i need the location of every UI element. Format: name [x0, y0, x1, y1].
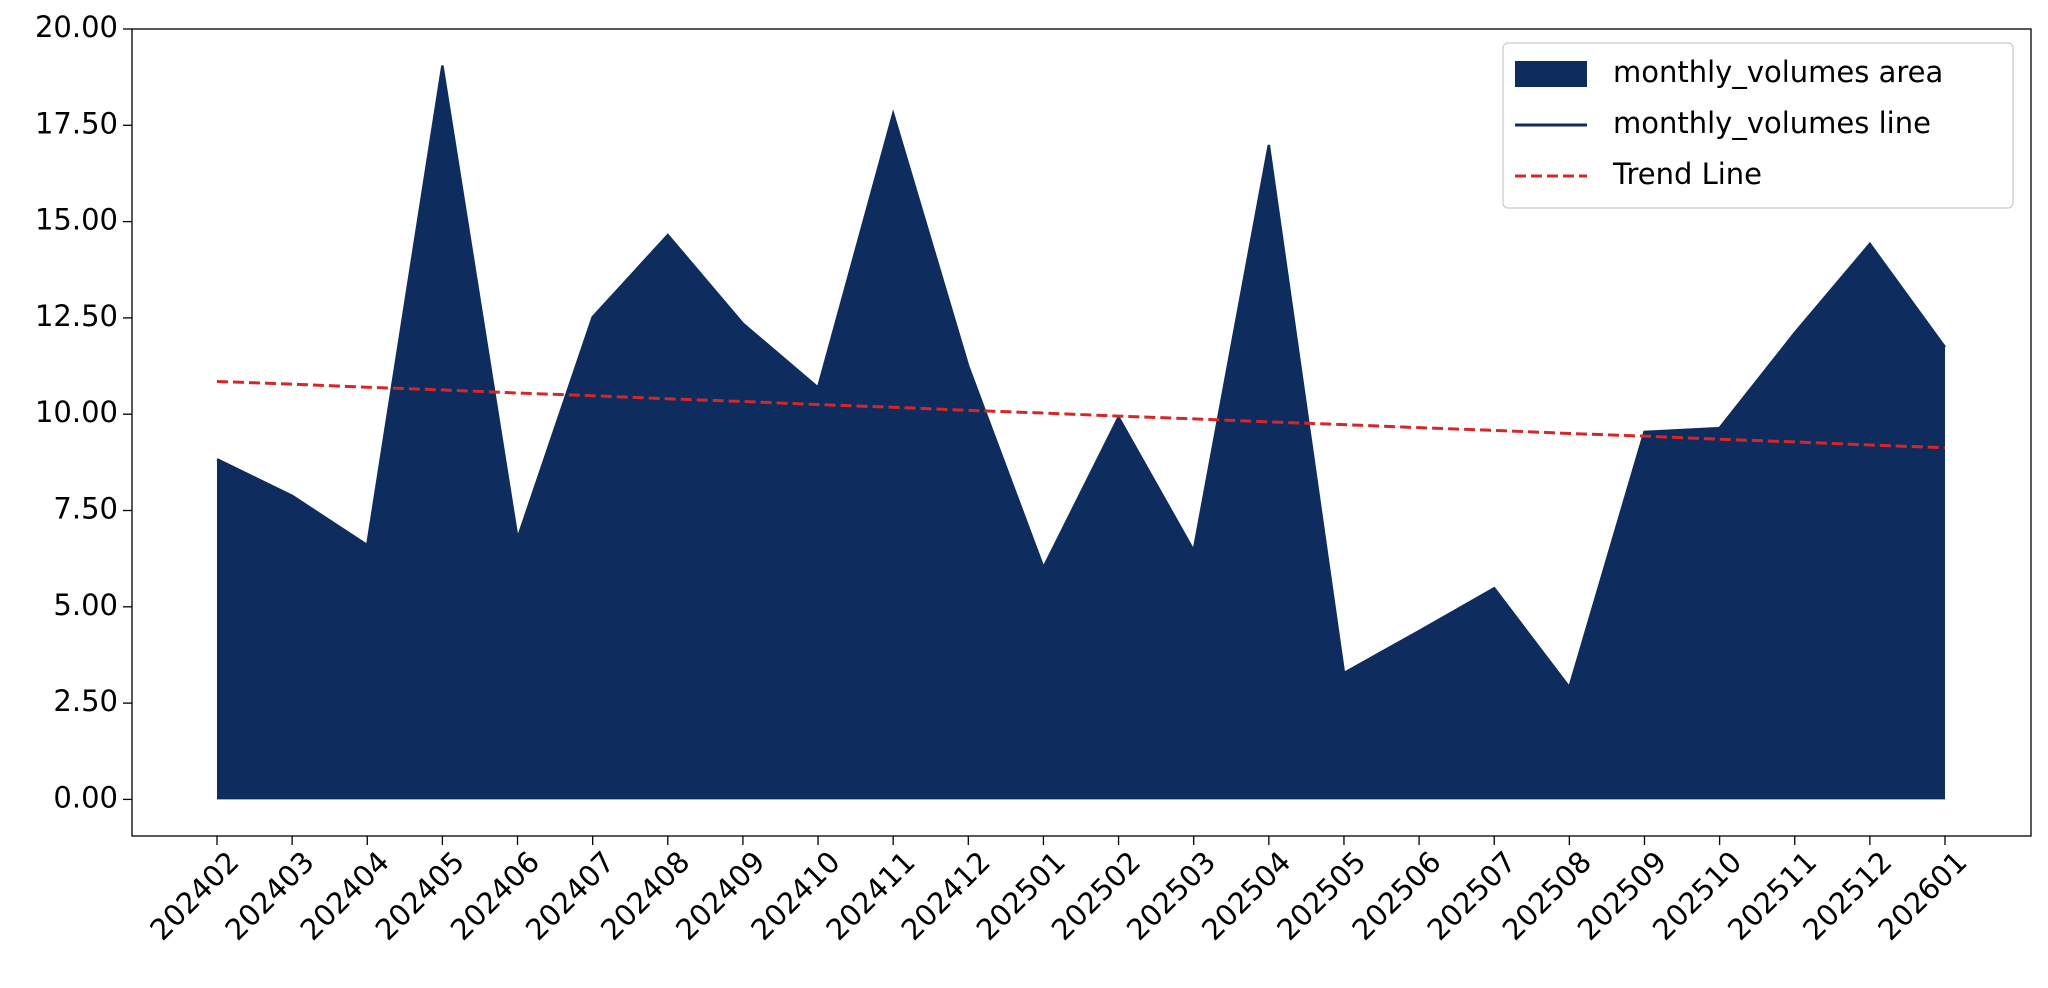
axes-frame [131, 28, 2032, 837]
y-tick-label: 20.00 [35, 10, 118, 44]
y-tick-label: 7.50 [53, 492, 118, 526]
y-tick-label: 10.00 [35, 395, 118, 429]
legend-swatch [1515, 61, 1587, 87]
y-tick-label: 0.00 [53, 780, 118, 814]
line [216, 65, 1947, 691]
legend-label: monthly_volumes line [1613, 106, 1931, 140]
legend-box [1502, 42, 2014, 209]
y-tick-label: 15.00 [35, 203, 118, 237]
y-tick-label: 12.50 [35, 299, 118, 333]
legend-label: monthly_volumes area [1613, 55, 1943, 89]
legend-label: Trend Line [1612, 157, 1762, 191]
y-tick-label: 5.00 [53, 588, 118, 622]
y-tick-label: 17.50 [35, 106, 118, 140]
trend-line [216, 379, 1946, 450]
y-tick-label: 2.50 [53, 684, 118, 718]
area [217, 65, 1945, 800]
